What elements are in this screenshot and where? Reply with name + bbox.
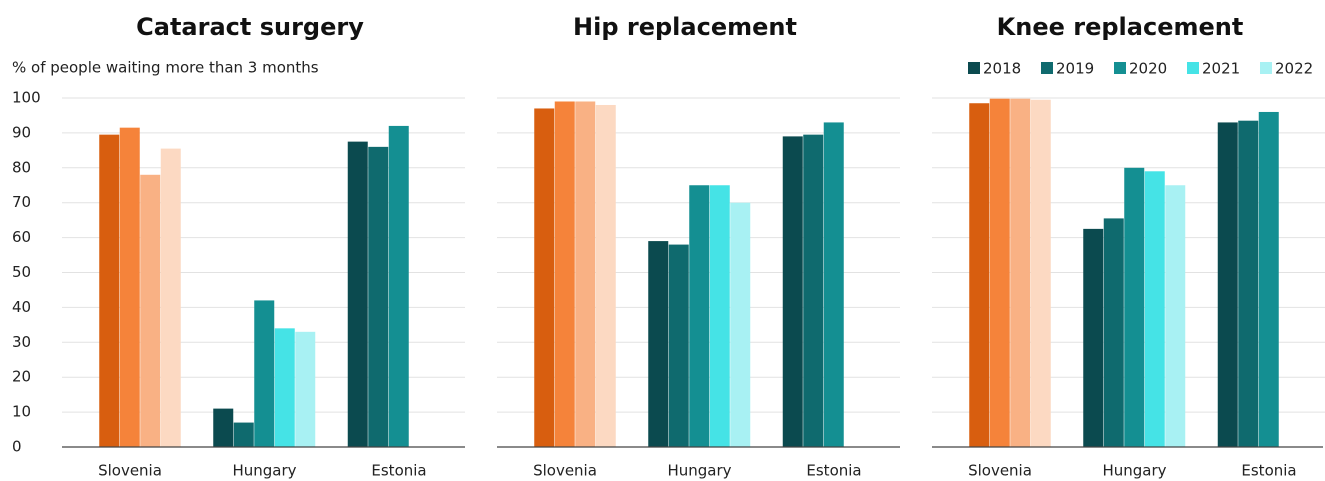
bar [388, 125, 409, 448]
x-tick-label: Hungary [232, 462, 296, 480]
chart-title: Cataract surgery [136, 13, 364, 41]
bar [595, 104, 616, 447]
bar [575, 101, 596, 448]
bar [254, 300, 275, 447]
bar [730, 202, 751, 447]
bar [554, 101, 575, 448]
legend-label: 2022 [1275, 60, 1313, 78]
x-tick-label: Hungary [667, 462, 731, 480]
bar [969, 103, 990, 448]
y-tick-label: 30 [12, 333, 31, 351]
bar [1144, 171, 1165, 448]
bar [782, 136, 803, 447]
x-tick-label: Slovenia [533, 462, 597, 480]
bar [668, 244, 689, 447]
y-tick-label: 0 [12, 438, 22, 456]
y-tick-label: 50 [12, 263, 31, 281]
bar [160, 148, 181, 448]
bar [213, 408, 234, 447]
chart-title: Knee replacement [997, 13, 1244, 41]
y-tick-label: 10 [12, 403, 31, 421]
legend-swatch [1187, 62, 1199, 74]
y-axis-label: % of people waiting more than 3 months [12, 59, 319, 77]
legend-label: 2019 [1056, 60, 1094, 78]
bar [1258, 111, 1279, 448]
x-tick-label: Slovenia [98, 462, 162, 480]
x-tick-label: Slovenia [968, 462, 1032, 480]
bar [274, 328, 295, 447]
x-tick-label: Hungary [1102, 462, 1166, 480]
bar [295, 331, 316, 447]
y-tick-label: 40 [12, 298, 31, 316]
bar [1124, 167, 1145, 448]
chart-title: Hip replacement [573, 13, 797, 41]
y-tick-label: 70 [12, 193, 31, 211]
legend-label: 2021 [1202, 60, 1240, 78]
bar [1010, 98, 1031, 447]
legend-swatch [1041, 62, 1053, 74]
bar [989, 98, 1010, 447]
bar [347, 141, 368, 447]
legend-swatch [1260, 62, 1272, 74]
bar [368, 146, 389, 448]
y-tick-label: 100 [12, 89, 41, 107]
legend-label: 2020 [1129, 60, 1167, 78]
y-tick-label: 90 [12, 123, 31, 141]
legend-label: 2018 [983, 60, 1021, 78]
x-tick-label: Estonia [1241, 462, 1296, 480]
bar [99, 134, 120, 447]
bar [233, 422, 254, 447]
x-tick-label: Estonia [806, 462, 861, 480]
bar [534, 108, 555, 447]
x-tick-label: Estonia [371, 462, 426, 480]
y-tick-label: 20 [12, 368, 31, 386]
bar [140, 174, 161, 447]
bar [803, 134, 824, 447]
bar [1238, 120, 1259, 447]
bar [1217, 122, 1238, 448]
bar [648, 241, 669, 447]
bar [823, 122, 844, 448]
bar [119, 127, 140, 447]
legend-swatch [968, 62, 980, 74]
y-tick-label: 60 [12, 228, 31, 246]
bar [1165, 185, 1186, 447]
y-tick-label: 80 [12, 158, 31, 176]
bar [689, 185, 710, 447]
legend-swatch [1114, 62, 1126, 74]
bar [1030, 99, 1051, 448]
bar [709, 185, 730, 447]
bar [1083, 228, 1104, 447]
bar [1103, 218, 1124, 447]
